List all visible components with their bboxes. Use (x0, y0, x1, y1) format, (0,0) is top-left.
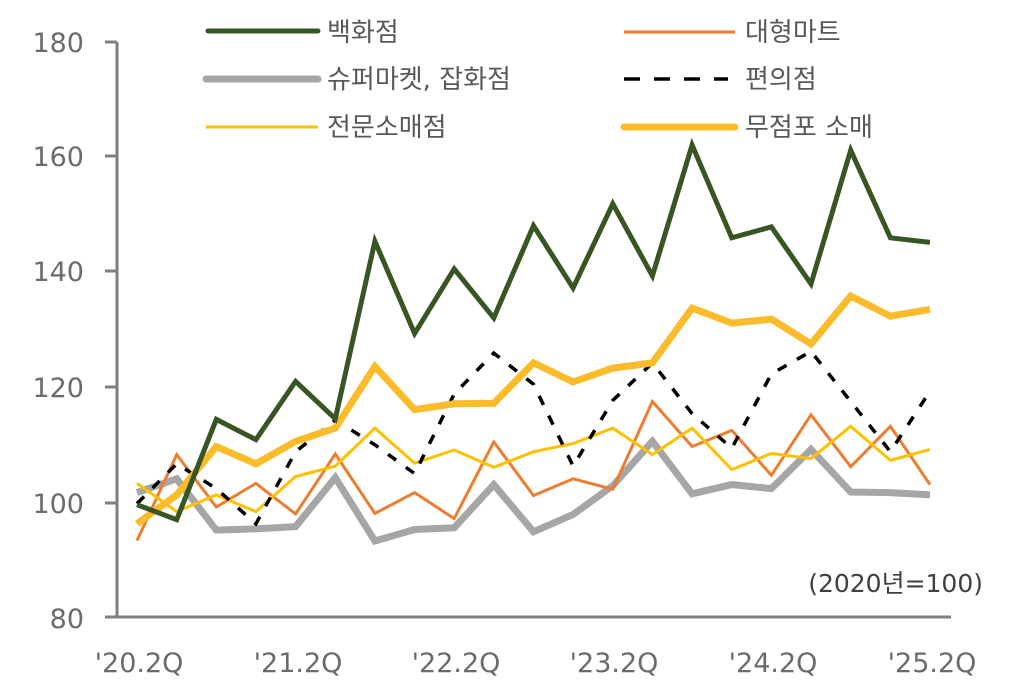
series-line-department-store (136, 137, 931, 523)
x-tick-label: '20.2Q (95, 648, 184, 679)
x-tick-label: '22.2Q (412, 648, 501, 679)
y-axis: 180 160 140 120 100 80 (32, 28, 119, 635)
legend: 백화점 대형마트 슈퍼마켓, 잡화점 편의점 전문소매점 무점포 소매 (202, 18, 873, 143)
legend-label: 전문소매점 (327, 113, 447, 143)
legend-item-convenience-store: 편의점 (624, 65, 817, 95)
x-tick-label: '24.2Q (729, 648, 818, 679)
x-tick-label: '23.2Q (570, 648, 659, 679)
x-tick-label: '25.2Q (888, 648, 977, 679)
legend-label: 백화점 (327, 18, 399, 48)
legend-item-supermarket: 슈퍼마켓, 잡화점 (202, 65, 511, 95)
legend-item-hypermarket: 대형마트 (624, 18, 841, 48)
y-tick-label: 100 (32, 489, 84, 520)
legend-label: 대형마트 (745, 18, 841, 48)
series-layer (134, 137, 932, 546)
legend-label: 무점포 소매 (745, 113, 873, 143)
series-line-supermarket (135, 435, 931, 546)
base-year-note: (2020년=100) (808, 569, 983, 598)
y-tick-label: 80 (50, 604, 84, 635)
series-line-convenience-store (135, 349, 932, 527)
legend-item-specialty-retail: 전문소매점 (206, 113, 447, 143)
legend-item-department-store: 백화점 (205, 18, 399, 48)
y-tick-label: 120 (32, 373, 84, 404)
x-axis: '20.2Q '21.2Q '22.2Q '23.2Q '24.2Q '25.2… (95, 615, 977, 679)
legend-label: 슈퍼마켓, 잡화점 (327, 65, 511, 95)
series-line-non-store-retail (134, 291, 931, 527)
y-tick-label: 140 (32, 257, 84, 288)
y-tick-label: 160 (32, 142, 84, 173)
y-tick-label: 180 (32, 28, 84, 59)
legend-label: 편의점 (745, 65, 817, 95)
series-line-hypermarket (135, 398, 932, 542)
legend-item-non-store-retail: 무점포 소매 (620, 113, 873, 143)
x-tick-label: '21.2Q (254, 648, 343, 679)
